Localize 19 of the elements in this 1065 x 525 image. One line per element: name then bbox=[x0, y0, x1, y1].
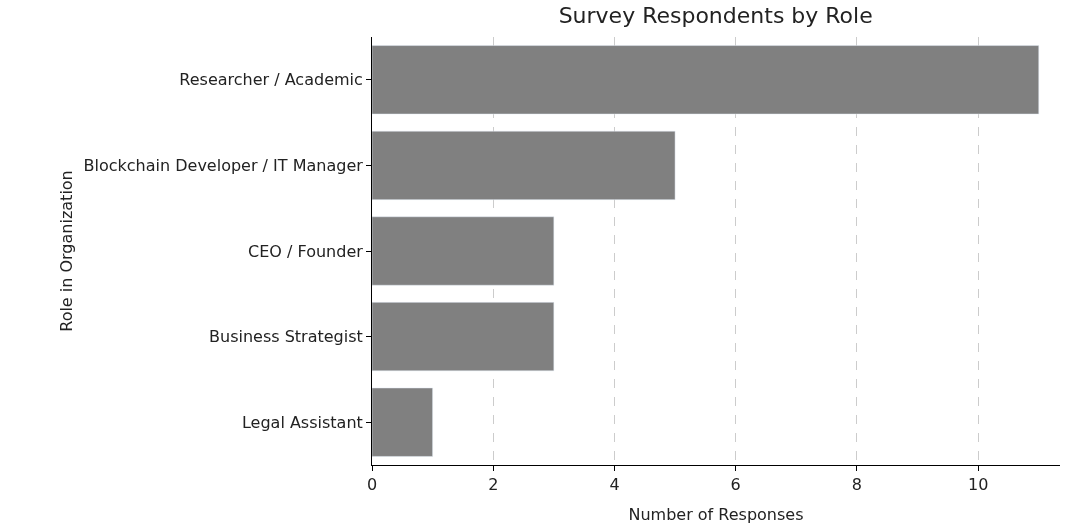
bar bbox=[372, 302, 555, 372]
y-tick-label: Researcher / Academic bbox=[179, 70, 363, 90]
x-tick-label: 4 bbox=[609, 475, 620, 495]
chart-title: Survey Respondents by Role bbox=[558, 3, 873, 29]
x-tick-label: 0 bbox=[366, 475, 378, 495]
y-tick-label: CEO / Founder bbox=[248, 241, 364, 261]
x-tick-label: 10 bbox=[967, 475, 989, 495]
x-tick-label: 8 bbox=[851, 475, 863, 495]
y-tick-label: Blockchain Developer / IT Manager bbox=[83, 156, 364, 175]
y-tick-label: Legal Assistant bbox=[241, 412, 363, 432]
x-tick-label: 2 bbox=[488, 475, 499, 495]
y-tick-label: Business Strategist bbox=[209, 327, 363, 347]
bar bbox=[372, 387, 433, 457]
bar bbox=[372, 45, 1040, 115]
x-axis-title: Number of Responses bbox=[628, 504, 804, 524]
bar bbox=[372, 216, 555, 286]
y-axis-title: Role in Organization bbox=[57, 170, 77, 332]
x-tick-label: 6 bbox=[730, 475, 741, 495]
bar bbox=[372, 130, 676, 200]
